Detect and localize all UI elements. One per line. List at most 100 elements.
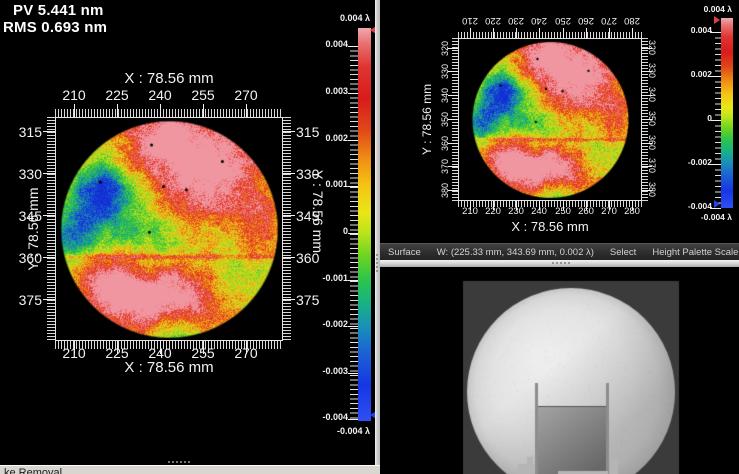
tick-label: 330 — [18, 166, 42, 182]
x-minor-ticks-bottom-small — [458, 201, 642, 207]
surface-map-frame — [55, 117, 283, 341]
tick-label: 340 — [647, 87, 657, 103]
tick-label: -0.004 — [322, 412, 348, 422]
panel-splitter-vertical[interactable] — [375, 0, 380, 474]
tick-label: 345 — [296, 208, 320, 224]
tick-label: 210 — [462, 206, 478, 217]
y-minor-ticks-left — [47, 117, 55, 341]
camera-view-image[interactable] — [380, 267, 739, 474]
tick-label: 330 — [296, 166, 320, 182]
scale-min-marker-icon[interactable] — [370, 410, 378, 420]
tick-label: 270 — [234, 87, 258, 103]
tick-label: 370 — [647, 158, 657, 174]
tick-label: -0.002 — [687, 157, 712, 167]
tick-mark — [348, 46, 358, 47]
pv-readout: PV 5.441 nm — [13, 2, 104, 19]
tick-label: -0.001 — [322, 273, 348, 283]
tick-label: 315 — [18, 124, 42, 140]
y-minor-ticks-right — [283, 117, 291, 341]
tick-label: -0.004 — [687, 201, 712, 211]
tick-label: 0.002 — [690, 69, 712, 79]
status-cursor-readout: W: (225.33 mm, 343.69 mm, 0.002 λ) — [436, 247, 594, 258]
scale-min-marker-small-icon[interactable] — [714, 200, 720, 208]
tick-label: 375 — [18, 292, 42, 308]
tick-label: 250 — [555, 206, 571, 217]
tick-label: -0.002 — [322, 319, 348, 329]
tick-label: 240 — [138, 345, 182, 361]
tick-label: 0.001 — [325, 179, 348, 189]
bottom-panel-partial-label: ke Removal — [4, 467, 63, 474]
tick-label: 210 — [62, 87, 86, 103]
x-minor-ticks-top — [55, 109, 283, 117]
tick-label: 280 — [624, 206, 640, 217]
tick-mark — [348, 326, 358, 327]
tick-label: 380 — [647, 182, 657, 198]
scale-max-marker-small-icon[interactable] — [714, 16, 720, 24]
tick-label: -0.003 — [322, 366, 348, 376]
surface-map-frame-small — [458, 38, 642, 201]
tick-mark — [348, 280, 358, 281]
y-axis-title-right: Y : 78.56 mm — [310, 170, 326, 254]
tick-mark — [711, 208, 721, 209]
tick-label: 220 — [485, 206, 501, 217]
tick-mark — [348, 233, 358, 234]
colorbar-min-label-small: -0.004 λ — [700, 212, 732, 222]
colorbar-max-label-small: 0.004 λ — [703, 4, 732, 14]
tick-label: 315 — [296, 124, 320, 140]
tick-label: 225 — [105, 87, 129, 103]
status-height-palette-label: Height Palette Scale : — [652, 247, 739, 258]
tick-mark — [348, 419, 358, 420]
tick-label: 375 — [296, 292, 320, 308]
tick-label: 210 — [52, 345, 96, 361]
status-tool: Select — [609, 247, 637, 258]
rms-readout: RMS 0.693 nm — [3, 19, 108, 36]
tick-label: 260 — [578, 206, 594, 217]
colorbar-min-label: -0.004 λ — [336, 426, 370, 436]
tick-mark — [711, 164, 721, 165]
tick-label: 0 — [342, 226, 348, 236]
tick-mark — [348, 373, 358, 374]
tick-label: 230 — [508, 206, 524, 217]
x-minor-ticks-top-small — [458, 32, 642, 38]
tick-label: 330 — [647, 63, 657, 79]
surface-map-canvas[interactable] — [56, 118, 282, 340]
x-axis-title-bottom: X : 78.56 mm — [124, 359, 214, 376]
tick-mark — [348, 140, 358, 141]
tick-label: 360 — [18, 250, 42, 266]
tick-label: 0.004 — [690, 25, 712, 35]
x-minor-ticks-bottom — [55, 341, 283, 349]
scale-max-marker-icon[interactable] — [370, 25, 378, 35]
tick-label: 240 — [148, 87, 172, 103]
tick-label: 240 — [531, 206, 547, 217]
status-mode: Surface — [388, 247, 421, 258]
colorbar-max-label: 0.004 λ — [339, 13, 370, 23]
tick-mark — [711, 32, 721, 33]
x-axis-title-small: X : 78.56 mm — [511, 219, 589, 234]
y-minor-ticks-right-small — [642, 38, 648, 201]
tick-label: 320 — [647, 40, 657, 56]
colorbar-gradient-small[interactable] — [721, 18, 733, 208]
tick-label: 255 — [181, 345, 225, 361]
tick-mark — [711, 120, 721, 121]
y-axis-title-small: Y : 78.56 mm — [420, 83, 434, 155]
tick-mark — [348, 93, 358, 94]
bottom-panel-edge[interactable]: ke Removal — [0, 465, 380, 474]
drag-handle-dots-icon[interactable] — [168, 461, 190, 463]
surface-map-canvas-small[interactable] — [459, 39, 641, 200]
tick-label: 345 — [18, 208, 42, 224]
x-axis-title-top: X : 78.56 mm — [124, 70, 214, 87]
tick-label: 360 — [647, 135, 657, 151]
tick-label: 0.004 — [325, 39, 348, 49]
tick-label: 280 — [624, 15, 640, 26]
tick-mark — [348, 186, 358, 187]
colorbar-gradient[interactable] — [358, 28, 371, 421]
drag-handle-dots-icon[interactable] — [552, 262, 570, 264]
drag-handle-dots-icon[interactable] — [376, 254, 378, 272]
tick-label: 255 — [191, 87, 215, 103]
tick-label: 0 — [707, 113, 712, 123]
tick-label: 360 — [296, 250, 320, 266]
tick-label: 225 — [95, 345, 139, 361]
tick-label: 350 — [647, 111, 657, 127]
panel-splitter-horizontal[interactable] — [380, 260, 739, 267]
